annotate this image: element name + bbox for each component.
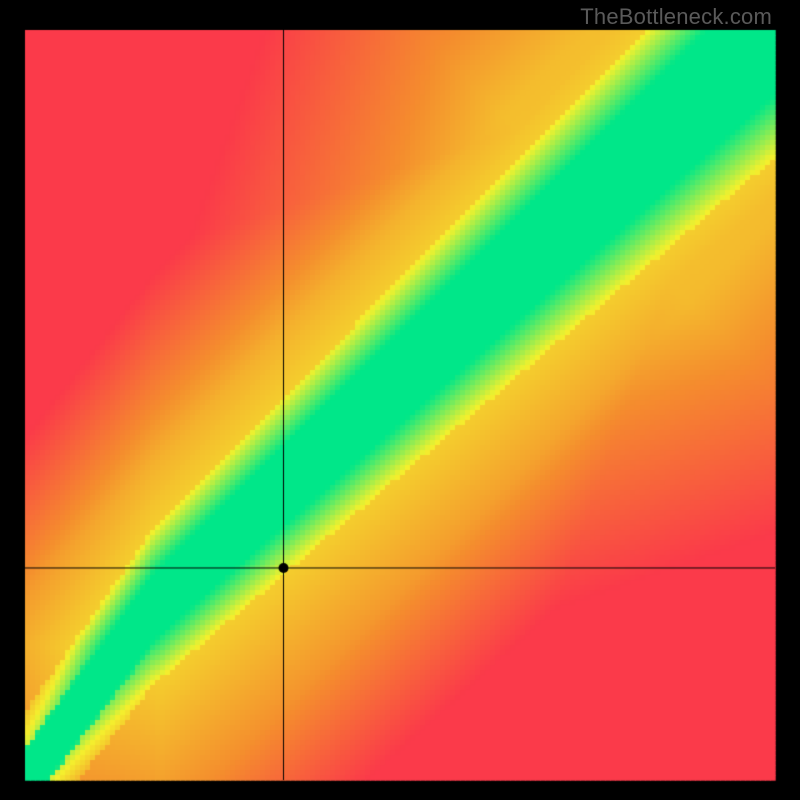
bottleneck-heatmap (0, 0, 800, 800)
chart-container: TheBottleneck.com (0, 0, 800, 800)
watermark-label: TheBottleneck.com (580, 4, 772, 30)
